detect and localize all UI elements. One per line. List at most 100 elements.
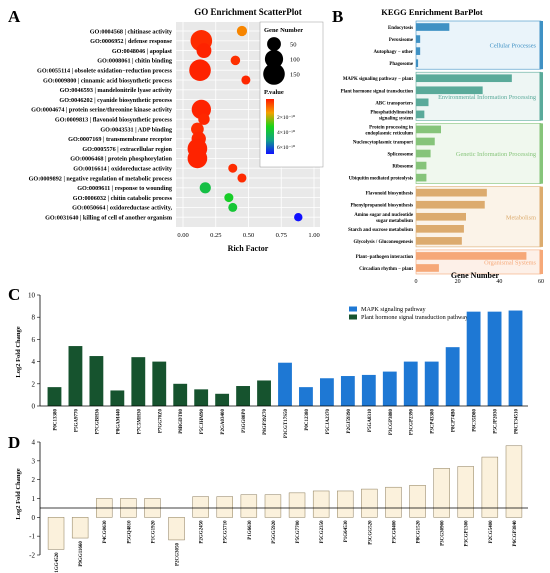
panel-d-gene-label: P9GG11660 xyxy=(79,541,84,567)
panel-d-y-tick-label: -2 xyxy=(29,552,35,560)
panel-d-gene-label: P6CGP3840 xyxy=(513,520,518,547)
panel-d-bar xyxy=(337,490,354,518)
panel-c-y-tick-label: 8 xyxy=(32,314,36,322)
kegg-pathway-label: Starch and sucrose metabolism xyxy=(348,228,413,233)
panel-c-gene-label: P8CP74B0 xyxy=(452,409,457,433)
go-scatter-x-tick-label: 0.75 xyxy=(276,232,287,239)
panel-d-y-axis-label: Log2 Fold Change xyxy=(15,468,22,519)
panel-d-gene-label: P2GG2450 xyxy=(200,520,205,544)
panel-d-gene-label: P3CGG520 xyxy=(368,520,373,545)
panel-c-legend-swatch xyxy=(349,314,357,320)
panel-c-legend-label: Plant hormone signal transduction pathwa… xyxy=(361,314,469,321)
panel-d-bar xyxy=(312,490,330,518)
panel-c-y-tick-label: 6 xyxy=(32,336,36,344)
gene-number-legend-label: 150 xyxy=(290,72,300,79)
kegg-pathway-label: Nucleocytoplasmic transport xyxy=(353,140,414,145)
panel-c-gene-label: P3CGT17S50 xyxy=(284,409,289,439)
panel-c-gene-label: P3CGP2390 xyxy=(410,409,415,436)
go-term-label: GO:0006952 | defense response xyxy=(90,38,172,45)
panel-d-bar xyxy=(47,517,65,550)
panel-d-gene-label: P2CG5400 xyxy=(489,520,494,544)
panel-c-bar xyxy=(466,311,481,406)
kegg-group-strip xyxy=(539,186,543,247)
go-term-label: GO:0046202 | cyanide biosynthetic proces… xyxy=(59,97,172,104)
panel-c-gene-label: P5CJP2030 xyxy=(494,409,499,434)
kegg-bar xyxy=(416,161,427,170)
go-scatter-point xyxy=(294,212,303,222)
go-term-label: GO:0031640 | killing of cell of another … xyxy=(45,215,173,222)
panel-c-legend-label: MAPK signaling pathway xyxy=(361,306,427,313)
kegg-group-label: Metabolism xyxy=(506,214,536,221)
go-term-label: GO:0016614 | oxidoreductase activity xyxy=(73,166,173,173)
go-term-label: GO:0008061 | chitin binding xyxy=(97,58,173,65)
panel-d-bar xyxy=(71,517,89,539)
kegg-pathway-label: ABC transporters xyxy=(375,101,413,106)
panel-label-b: B xyxy=(332,7,343,26)
gene-number-legend-title: Gene Number xyxy=(264,27,303,34)
kegg-group-label: Environmental Information Processing xyxy=(438,94,537,101)
kegg-bar-title: KEGG Enrichment BarPlot xyxy=(381,7,483,17)
panel-c-bar xyxy=(173,383,188,406)
kegg-group-strip xyxy=(539,123,543,184)
kegg-pathway-label: Phosphatidylinositol xyxy=(370,110,413,115)
p-value-legend-label: 4×10⁻¹⁰ xyxy=(277,129,296,136)
panel-d-y-tick-label: -1 xyxy=(29,533,35,541)
panel-c-bar xyxy=(47,387,62,406)
panel-c-legend-swatch xyxy=(349,306,357,312)
panel-d-bar xyxy=(505,445,523,518)
go-scatter-point xyxy=(237,173,247,183)
kegg-pathway-label: Peroxisome xyxy=(389,38,414,43)
kegg-bar xyxy=(416,252,527,260)
panel-c-bar xyxy=(110,390,125,406)
kegg-bar xyxy=(416,264,439,272)
panel-d-bar xyxy=(240,494,258,518)
go-term-label: GO:0043531 | ADP binding xyxy=(100,126,173,133)
p-value-legend-label: 2×10⁻¹⁰ xyxy=(277,114,296,121)
kegg-pathway-label: Ubiquitin mediated proteolysis xyxy=(349,177,413,182)
kegg-bar-x-axis-label: Gene Number xyxy=(451,271,500,280)
panel-d-bar xyxy=(457,466,474,518)
panel-c-y-tick-label: 2 xyxy=(32,380,36,388)
kegg-pathway-label: Glycolysis / Gluconeogenesis xyxy=(353,240,413,245)
kegg-bar xyxy=(416,59,419,67)
kegg-pathway-label: Protein processing in xyxy=(369,125,413,130)
panel-c-gene-label: P0C12380 xyxy=(305,409,310,431)
panel-d-y-tick-label: 1 xyxy=(32,495,36,503)
panel-c-gene-label: P8CT34510 xyxy=(515,409,520,435)
kegg-pathway-label: Plant hormone signal transduction xyxy=(341,89,414,94)
kegg-bar xyxy=(416,110,425,119)
kegg-pathway-label: Phagosome xyxy=(389,62,413,67)
panel-label-d: D xyxy=(8,433,20,452)
go-scatter-point xyxy=(187,148,208,169)
panel-d-bar xyxy=(481,456,499,518)
kegg-pathway-label: Phenylpropanoid biosynthesis xyxy=(350,204,413,209)
gene-number-legend-dot xyxy=(263,63,285,85)
kegg-pathway-label: endoplasmic reticulum xyxy=(365,131,413,136)
gene-number-legend-label: 100 xyxy=(290,57,300,64)
panel-c-gene-label: P8C35D80 xyxy=(473,409,478,432)
go-term-label: GO:0009800 | cinnamic acid biosynthetic … xyxy=(43,77,173,84)
go-term-label: GO:0055114 | obsolete oxidation−reductio… xyxy=(37,68,173,75)
panel-c-bar xyxy=(445,347,460,406)
kegg-bar xyxy=(416,188,487,197)
go-scatter-title: GO Enrichment ScatterPlot xyxy=(194,7,301,17)
go-scatter-point xyxy=(241,75,251,85)
panel-d-gene-label: P3CG30900 xyxy=(441,520,446,546)
kegg-bar xyxy=(416,35,421,43)
panel-c-bar xyxy=(361,374,376,406)
kegg-bar xyxy=(416,137,435,146)
kegg-pathway-label: MAPK signaling pathway − plant xyxy=(343,77,414,82)
kegg-pathway-label: Circadian rhythm − plant xyxy=(359,267,413,272)
go-scatter-panel: GO Enrichment ScatterPlot GO:0004568 | c… xyxy=(29,7,324,253)
kegg-bar xyxy=(416,173,427,182)
panel-c-bar xyxy=(278,362,292,406)
go-scatter-point xyxy=(189,59,211,81)
go-term-label: GO:0048046 | apoplast xyxy=(112,48,173,55)
kegg-group-strip xyxy=(539,249,543,274)
panel-c-gene-label: P5GA9770 xyxy=(74,409,79,433)
kegg-pathway-label: Flavonoid biosynthesis xyxy=(366,192,414,197)
panel-d-gene-label: P5GG5920 xyxy=(272,520,277,544)
panel-c-gene-label: P3CGP3880 xyxy=(389,409,394,436)
go-term-label: GO:0046593 | mandelonitrile lyase activi… xyxy=(60,87,173,94)
